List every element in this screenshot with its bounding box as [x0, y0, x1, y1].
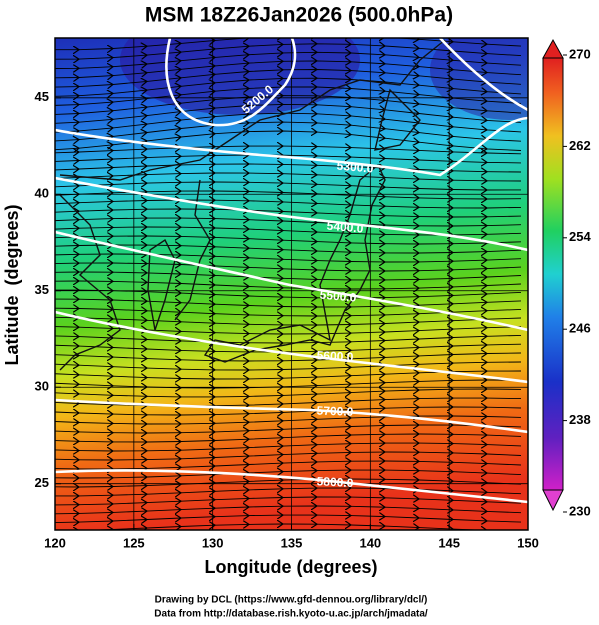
credit-line: Data from http://database.rish.kyoto-u.a…: [154, 609, 428, 620]
colorbar-tick-label: 270: [569, 46, 591, 61]
x-tick-label: 130: [202, 535, 224, 550]
colorbar-tick-label: 230: [569, 503, 591, 518]
colorbar: [542, 57, 564, 491]
x-tick-label: 135: [281, 535, 303, 550]
y-tick-label: 25: [35, 475, 49, 490]
axes: 120 125 130 135 140 145 150 25 30 35 40 45 230 238 246…: [35, 46, 592, 550]
contour-label: 5500.0: [319, 288, 357, 305]
contour-line: [55, 469, 528, 504]
x-tick-label: 145: [438, 535, 460, 550]
map-title: MSM 18Z26Jan2026 (500.0hPa): [145, 4, 453, 27]
contour-label: 5800.0: [316, 474, 354, 490]
y-tick-label: 40: [35, 186, 49, 201]
contour-label: 5600.0: [316, 348, 354, 364]
streamline: [45, 524, 489, 530]
colorbar-tick-label: 262: [569, 138, 591, 153]
credit-line: Drawing by DCL (https://www.gfd-dennou.o…: [155, 595, 428, 606]
contour-label: 5400.0: [326, 219, 364, 236]
x-tick-label: 140: [359, 535, 381, 550]
y-axis-label: Latitude (degrees): [2, 204, 22, 365]
colorbar-tick-label: 246: [569, 321, 591, 336]
x-tick-label: 120: [44, 535, 66, 550]
contour-line: [439, 38, 528, 112]
contours: [55, 38, 528, 504]
contour-line: [55, 310, 528, 384]
contour-line: [55, 398, 528, 434]
y-tick-label: 35: [35, 282, 49, 297]
y-tick-label: 30: [35, 379, 49, 394]
contour-line: [165, 38, 297, 127]
coastline: [59, 39, 446, 371]
colorbar-tick-label: 254: [569, 229, 591, 244]
colorbar-extend-max: [542, 38, 564, 59]
contour-label: 5700.0: [316, 404, 353, 419]
contour-line: [55, 176, 528, 252]
y-tick-label: 45: [35, 89, 49, 104]
colorbar-tick-label: 238: [569, 412, 591, 427]
contour-label: 5300.0: [336, 159, 374, 176]
colorbar-extend-min: [542, 489, 564, 512]
x-tick-label: 150: [517, 535, 539, 550]
plot-area: 5200.05300.05400.05500.05600.05700.05800…: [45, 38, 528, 530]
contour-line: [55, 230, 528, 332]
contour-line: [55, 116, 528, 177]
graticule: [55, 38, 528, 530]
x-tick-label: 125: [123, 535, 145, 550]
x-axis-label: Longitude (degrees): [204, 557, 377, 577]
